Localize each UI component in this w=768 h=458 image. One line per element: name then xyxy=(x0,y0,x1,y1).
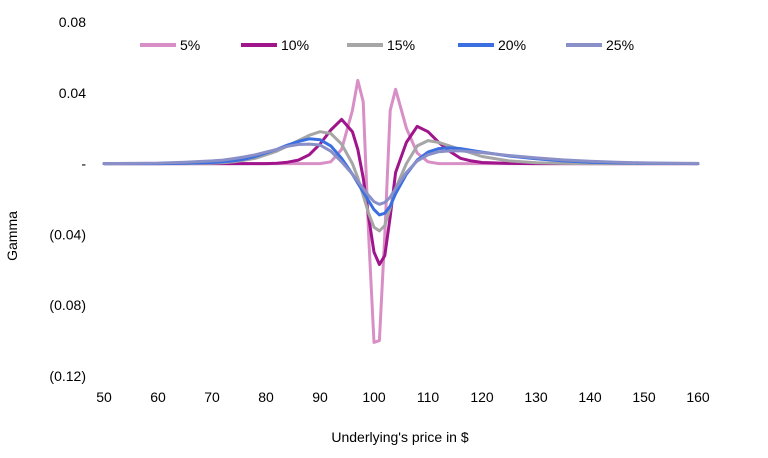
x-tick-label: 120 xyxy=(470,389,494,405)
x-tick-label: 50 xyxy=(96,389,112,405)
y-tick-label: (0.12) xyxy=(49,368,86,384)
x-tick-label: 130 xyxy=(524,389,548,405)
x-tick-label: 100 xyxy=(362,389,386,405)
series-line-25pct xyxy=(102,142,700,206)
legend-label: 25% xyxy=(606,37,634,53)
x-tick-label: 110 xyxy=(417,389,440,405)
y-tick-label: 0.08 xyxy=(59,14,86,30)
x-axis-title: Underlying's price in $ xyxy=(331,429,469,445)
x-tick-label: 60 xyxy=(150,389,166,405)
series-line-10pct xyxy=(102,117,700,266)
series-line-5pct xyxy=(102,78,700,344)
legend-label: 5% xyxy=(180,37,200,53)
legend: 5% 10% 15% 20% 25% xyxy=(140,37,634,53)
legend-label: 10% xyxy=(281,37,309,53)
x-tick-label: 160 xyxy=(686,389,710,405)
y-tick-label: (0.04) xyxy=(49,226,86,242)
x-tick-label: 70 xyxy=(204,389,220,405)
x-tick-label: 140 xyxy=(578,389,602,405)
x-tick-label: 80 xyxy=(258,389,274,405)
y-tick-label: 0.04 xyxy=(59,85,86,101)
y-tick-label: - xyxy=(81,156,86,172)
x-tick-label: 150 xyxy=(632,389,656,405)
legend-label: 20% xyxy=(498,37,526,53)
axes-layer: 0.08 0.04 - (0.04) (0.08) (0.12) 50 60 70 80 90 100… xyxy=(49,14,709,405)
x-tick-label: 90 xyxy=(312,389,328,405)
series-layer xyxy=(102,78,700,344)
legend-label: 15% xyxy=(387,37,415,53)
y-axis-title: Gamma xyxy=(4,211,20,261)
y-tick-label: (0.08) xyxy=(49,297,86,313)
